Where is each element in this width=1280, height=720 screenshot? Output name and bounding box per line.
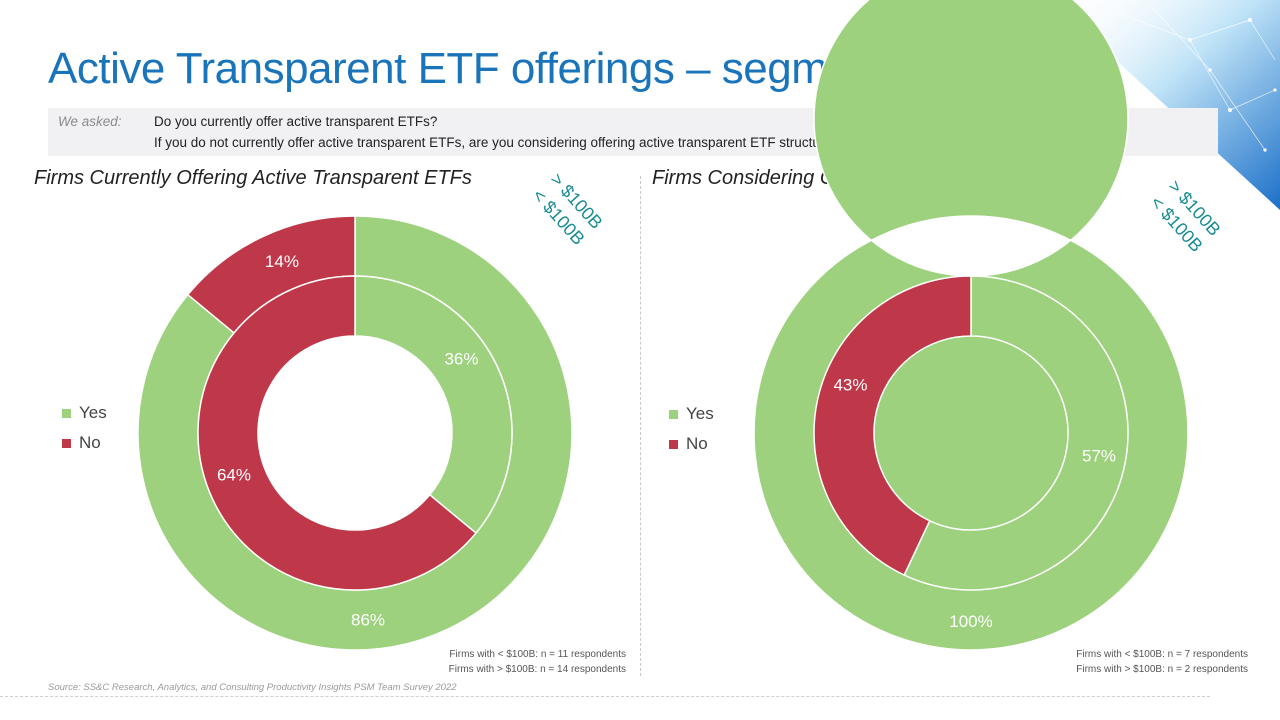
inner-ring-slice-no	[197, 275, 478, 591]
legend-swatch-no	[669, 439, 678, 449]
legend-swatch-yes	[669, 409, 678, 419]
outer-ring-label-yes: 86%	[351, 611, 385, 630]
legend-label-no: No	[79, 433, 101, 452]
source-note: Source: SS&C Research, Analytics, and Co…	[48, 682, 457, 693]
legend-item-no: No	[669, 429, 714, 459]
inner-ring-slice-yes	[354, 275, 513, 535]
chart-divider	[640, 176, 641, 676]
legend-label-no: No	[686, 434, 708, 453]
chart-1-notes: Firms with < $100B: n = 11 respondents F…	[449, 647, 626, 677]
legend-swatch-no	[62, 438, 71, 448]
legend-item-yes: Yes	[62, 398, 107, 428]
inner-ring-label-yes: 57%	[1082, 447, 1116, 466]
inner-ring-label-no: 64%	[217, 466, 251, 485]
page-title: Active Transparent ETF offerings – segme…	[48, 44, 935, 93]
legend-label-yes: Yes	[79, 403, 107, 422]
chart-1-legend: Yes No	[62, 398, 107, 458]
chart-1-donut: 86% 14% 36% 64%	[137, 215, 573, 651]
chart-1-note-small: Firms with < $100B: n = 11 respondents	[449, 649, 626, 660]
bottom-divider	[0, 696, 1210, 697]
chart-1-ring-labels: > $100B< $100B	[529, 169, 607, 249]
asked-label: We asked:	[58, 114, 122, 129]
inner-ring-label-no: 43%	[833, 375, 867, 394]
question-2: If you do not currently offer active tra…	[154, 135, 917, 150]
outer-ring-label-yes: 100%	[949, 612, 992, 631]
chart-1-note-large: Firms with > $100B: n = 14 respondents	[448, 664, 626, 675]
inner-ring-slice-no	[813, 275, 972, 577]
chart-1-title: Firms Currently Offering Active Transpar…	[34, 167, 472, 189]
chart-2-ring-labels: > $100B< $100B	[1147, 176, 1225, 256]
legend-item-no: No	[62, 428, 107, 458]
chart-2-notes: Firms with < $100B: n = 7 respondents Fi…	[1076, 647, 1248, 677]
chart-2-note-large: Firms with > $100B: n = 2 respondents	[1076, 664, 1248, 675]
chart-2-donut: 100% 57% 43%	[753, 0, 1189, 651]
chart-2-note-small: Firms with < $100B: n = 7 respondents	[1076, 649, 1248, 660]
legend-swatch-yes	[62, 408, 71, 418]
outer-ring-label-no: 14%	[265, 252, 299, 271]
chart-2-legend: Yes No	[669, 399, 714, 459]
inner-ring-slice-yes	[903, 275, 1129, 591]
legend-item-yes: Yes	[669, 399, 714, 429]
question-1: Do you currently offer active transparen…	[154, 114, 438, 129]
inner-ring-label-yes: 36%	[444, 349, 478, 368]
legend-label-yes: Yes	[686, 404, 714, 423]
